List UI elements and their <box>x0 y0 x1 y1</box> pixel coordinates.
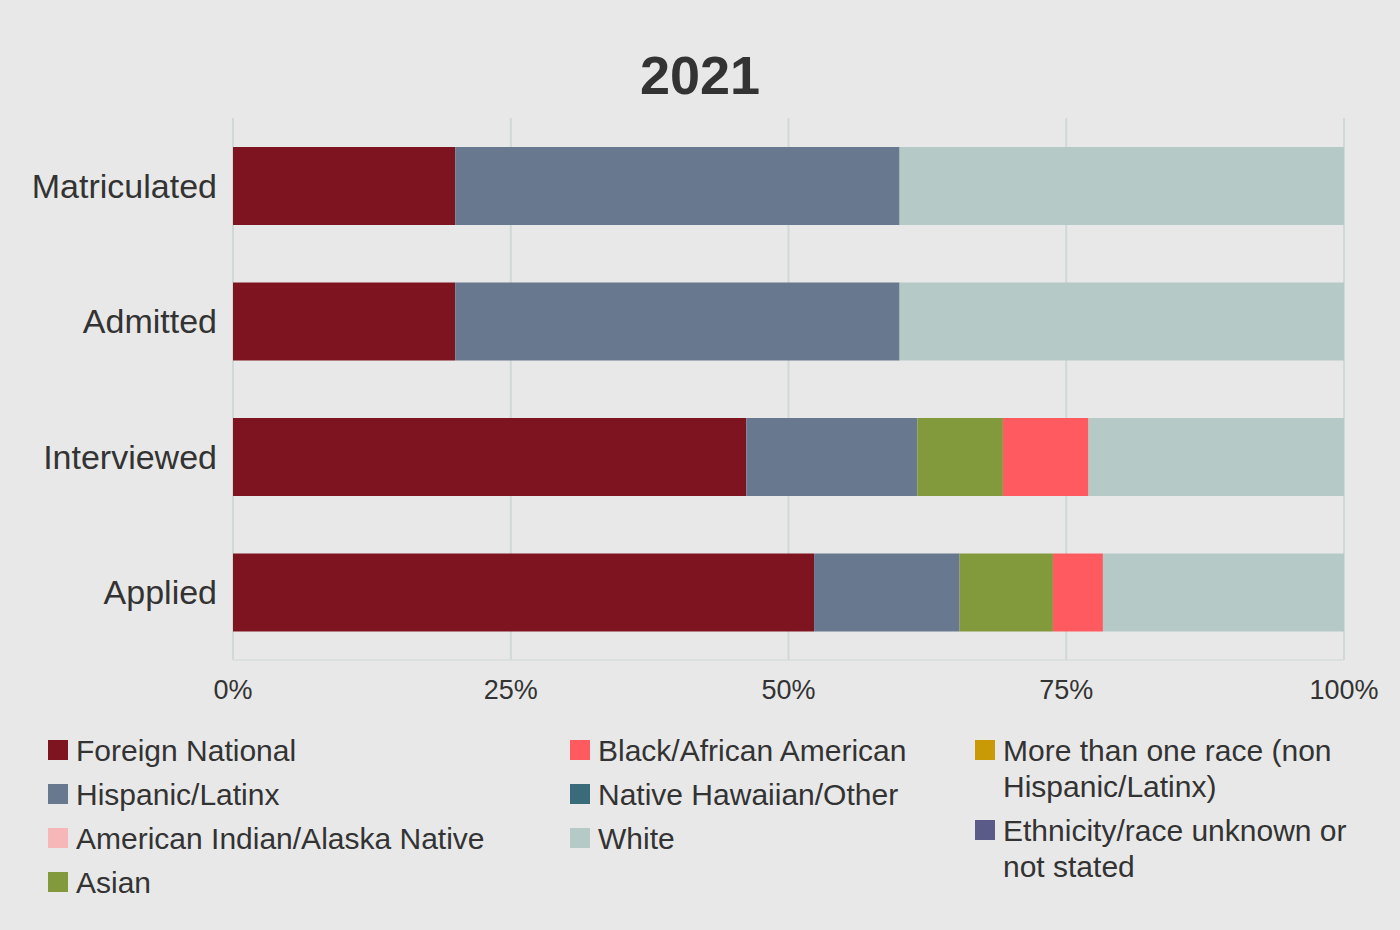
html-text:Asian: Asian <box>76 866 151 899</box>
html-text:More than one race (non Hispan: More than one race (non Hispanic/Latinx) <box>1003 734 1332 803</box>
html-text:Ethnicity/race unknown or not: Ethnicity/race unknown or not stated <box>1003 814 1347 883</box>
svg-text:Matriculated: Matriculated <box>32 167 217 205</box>
html-text:White: White <box>598 822 675 855</box>
svg-text:50%: 50% <box>761 675 815 705</box>
svg-text:25%: 25% <box>484 675 538 705</box>
svg-text:100%: 100% <box>1309 675 1378 705</box>
html-text:Hispanic/Latinx: Hispanic/Latinx <box>76 778 280 811</box>
html-text:Foreign National: Foreign National <box>76 734 297 767</box>
html-text:Native Hawaiian/Other: Native Hawaiian/Other <box>598 778 899 811</box>
svg-text:Applied: Applied <box>104 573 217 611</box>
svg-text:75%: 75% <box>1039 675 1093 705</box>
html-text:American Indian/Alaska Native: American Indian/Alaska Native <box>76 822 485 855</box>
svg-text:Interviewed: Interviewed <box>43 438 217 476</box>
html-text:Black/African American: Black/African American <box>598 734 907 767</box>
svg-text:0%: 0% <box>213 675 252 705</box>
html-text:2021: 2021 <box>639 45 761 105</box>
svg-text:Admitted: Admitted <box>83 302 217 340</box>
